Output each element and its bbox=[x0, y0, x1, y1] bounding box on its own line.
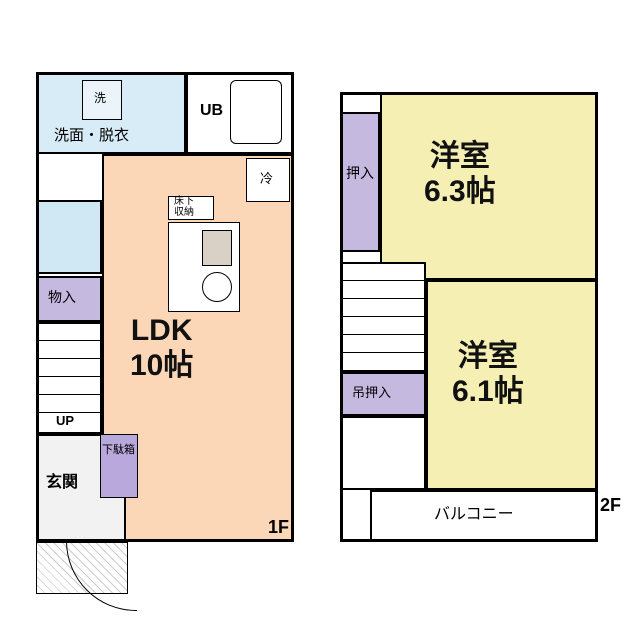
plan-el-31 bbox=[66, 540, 137, 611]
plan-el-54: 2F bbox=[600, 496, 621, 516]
plan-el-53 bbox=[340, 92, 598, 542]
plan-el-32 bbox=[36, 72, 294, 542]
plan-el-33: 1F bbox=[268, 518, 289, 538]
floor-plan: 洗洗面・脱衣UB物入UP玄関下駄箱冷床下 収納LDK 10帖1F押入洋室 6.3… bbox=[0, 0, 640, 640]
